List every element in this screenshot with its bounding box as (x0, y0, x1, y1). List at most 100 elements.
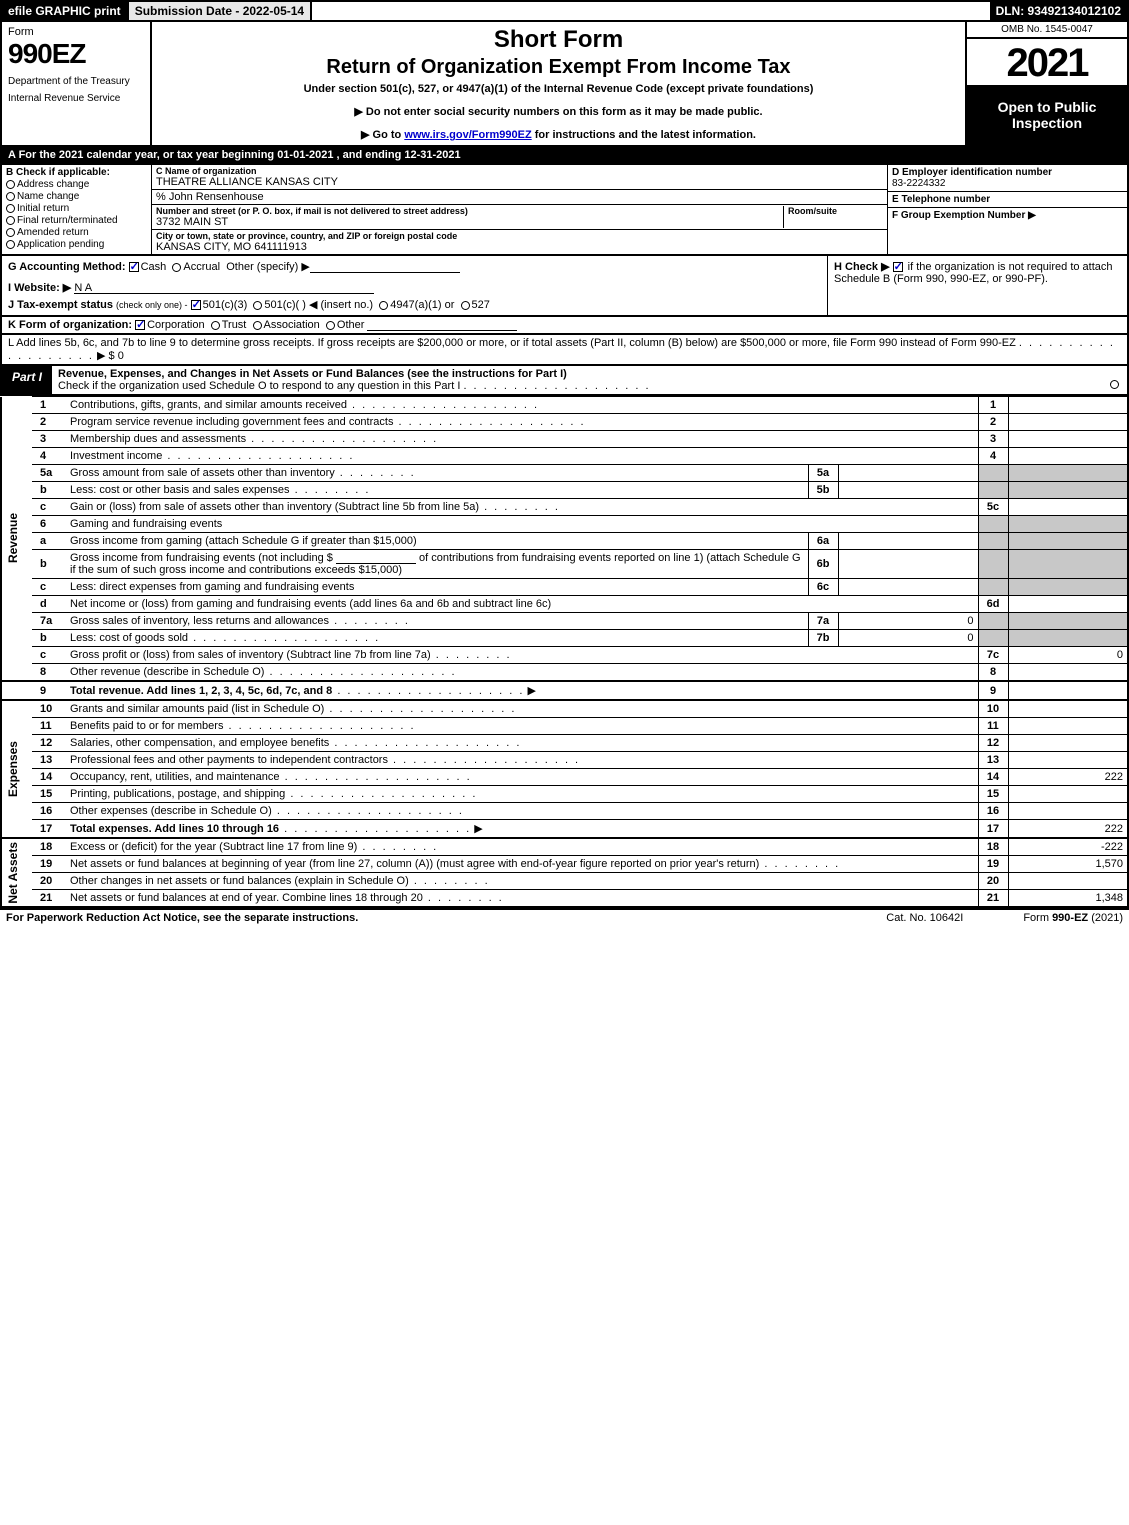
r7c-num: c (32, 647, 66, 664)
gray-6c (978, 579, 1008, 596)
care-of: % John Rensenhouse (156, 191, 883, 203)
goto-post: for instructions and the latest informat… (535, 129, 756, 141)
gray-7a (978, 613, 1008, 630)
r7c-ln: 7c (978, 647, 1008, 664)
r4-amt (1008, 448, 1128, 465)
other-specify-input[interactable] (310, 261, 460, 273)
r14-ln: 14 (978, 769, 1008, 786)
r15-amt (1008, 786, 1128, 803)
chk-501c[interactable] (253, 301, 262, 310)
r14-num: 14 (32, 769, 66, 786)
form-number: 990EZ (8, 38, 144, 70)
irs-link[interactable]: www.irs.gov/Form990EZ (404, 129, 531, 141)
chk-schedule-b[interactable] (893, 262, 903, 272)
r4-num: 4 (32, 448, 66, 465)
r16-ln: 16 (978, 803, 1008, 820)
chk-trust[interactable] (211, 321, 220, 330)
revenue-label: Revenue (6, 513, 28, 563)
col-b: B Check if applicable: Address change Na… (2, 165, 152, 254)
col-def: D Employer identification number 83-2224… (887, 165, 1127, 254)
chk-cash[interactable] (129, 262, 139, 272)
gray-7b-amt (1008, 630, 1128, 647)
chk-527[interactable] (461, 301, 470, 310)
r2-amt (1008, 414, 1128, 431)
l-text: L Add lines 5b, 6c, and 7b to line 9 to … (8, 337, 1016, 349)
r7c-amt: 0 (1008, 647, 1128, 664)
r15-desc: Printing, publications, postage, and shi… (70, 788, 285, 800)
d-label: D Employer identification number (892, 167, 1123, 178)
chk-address-change[interactable]: Address change (6, 179, 147, 190)
g-line: G Accounting Method: Cash Accrual Other … (8, 260, 821, 273)
chk-amended-return[interactable]: Amended return (6, 227, 147, 238)
r18-desc: Excess or (deficit) for the year (Subtra… (70, 841, 357, 853)
r6b-desc1: Gross income from fundraising events (no… (70, 552, 333, 564)
r7b-desc: Less: cost of goods sold (70, 632, 188, 644)
section-gh: G Accounting Method: Cash Accrual Other … (0, 256, 1129, 317)
r2-desc: Program service revenue including govern… (70, 416, 393, 428)
chk-schedule-o[interactable] (1110, 380, 1119, 389)
r15-ln: 15 (978, 786, 1008, 803)
r7b-sv: 0 (838, 630, 978, 647)
chk-corporation[interactable] (135, 320, 145, 330)
col-c: C Name of organization THEATRE ALLIANCE … (152, 165, 887, 254)
gray-6b-amt (1008, 550, 1128, 579)
room-label: Room/suite (788, 206, 883, 216)
chk-4947[interactable] (379, 301, 388, 310)
g-label: G Accounting Method: (8, 261, 126, 273)
r3-ln: 3 (978, 431, 1008, 448)
chk-final-return[interactable]: Final return/terminated (6, 215, 147, 226)
chk-application-pending[interactable]: Application pending (6, 239, 147, 250)
inspection-line2: Inspection (971, 115, 1123, 131)
r19-amt: 1,570 (1008, 856, 1128, 873)
r8-ln: 8 (978, 664, 1008, 682)
chk-association[interactable] (253, 321, 262, 330)
r10-amt (1008, 700, 1128, 718)
j-line: J Tax-exempt status (check only one) - 5… (8, 298, 821, 311)
r6a-sv (838, 533, 978, 550)
r18-num: 18 (32, 838, 66, 856)
r6c-num: c (32, 579, 66, 596)
r10-ln: 10 (978, 700, 1008, 718)
gray-5b (978, 482, 1008, 499)
d-cell: D Employer identification number 83-2224… (888, 165, 1127, 192)
city-value: KANSAS CITY, MO 641111913 (156, 241, 883, 253)
r6c-sn: 6c (808, 579, 838, 596)
r18-ln: 18 (978, 838, 1008, 856)
i-line: I Website: ▶ N A (8, 281, 821, 294)
r1-desc: Contributions, gifts, grants, and simila… (70, 399, 347, 411)
r1-amt (1008, 397, 1128, 414)
chk-501c3[interactable] (191, 300, 201, 310)
r6c-sv (838, 579, 978, 596)
c-city-cell: City or town, state or province, country… (152, 230, 887, 254)
r4-ln: 4 (978, 448, 1008, 465)
r16-num: 16 (32, 803, 66, 820)
chk-accrual[interactable] (172, 263, 181, 272)
title-short-form: Short Form (160, 26, 957, 54)
chk-other-org[interactable] (326, 321, 335, 330)
r5a-num: 5a (32, 465, 66, 482)
street-value: 3732 MAIN ST (156, 216, 783, 228)
r11-ln: 11 (978, 718, 1008, 735)
r12-ln: 12 (978, 735, 1008, 752)
r6d-num: d (32, 596, 66, 613)
r11-num: 11 (32, 718, 66, 735)
r1-ln: 1 (978, 397, 1008, 414)
r9-ln: 9 (978, 681, 1008, 700)
r5a-sv (838, 465, 978, 482)
other-org-input[interactable] (367, 319, 517, 331)
k-label: K Form of organization: (8, 319, 132, 331)
efile-print-button[interactable]: efile GRAPHIC print (2, 2, 129, 20)
r6b-amount-input[interactable] (336, 552, 416, 564)
r6d-desc: Net income or (loss) from gaming and fun… (70, 598, 551, 610)
c-street-cell: Number and street (or P. O. box, if mail… (152, 205, 887, 230)
header-left: Form 990EZ Department of the Treasury In… (2, 22, 152, 145)
tax-year: 2021 (967, 39, 1127, 85)
chk-initial-return[interactable]: Initial return (6, 203, 147, 214)
part1-tab: Part I (2, 366, 52, 394)
l-value: ▶ $ 0 (97, 350, 124, 362)
gray-6b (978, 550, 1008, 579)
omb-number: OMB No. 1545-0047 (967, 22, 1127, 39)
r6b-num: b (32, 550, 66, 579)
r20-num: 20 (32, 873, 66, 890)
chk-name-change[interactable]: Name change (6, 191, 147, 202)
